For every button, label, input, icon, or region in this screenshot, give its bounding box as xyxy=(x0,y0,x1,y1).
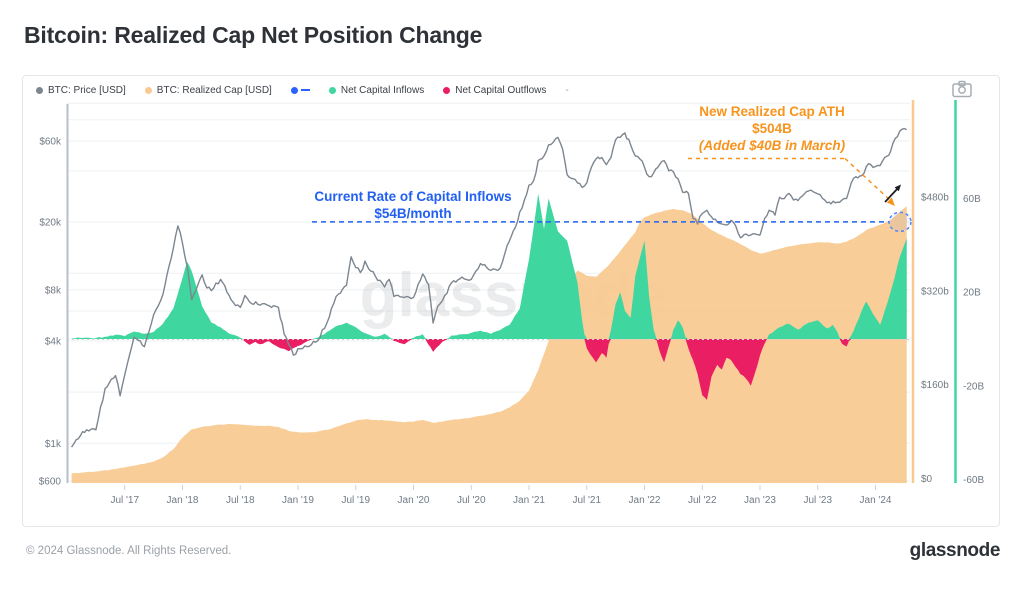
legend-item-dashed-line[interactable] xyxy=(290,86,310,94)
legend-label: BTC: Price [USD] xyxy=(48,84,126,96)
realized-cap-axis-tick-label: $480b xyxy=(921,193,949,204)
annotation-inflow-line1: Current Rate of Capital Inflows xyxy=(314,189,512,204)
ath-pointer-diagonal xyxy=(844,157,892,202)
price-trend-arrowhead xyxy=(894,184,901,192)
btc-price-line xyxy=(71,127,907,448)
legend-swatch xyxy=(144,86,152,94)
x-axis-tick-label: Jan '24 xyxy=(860,495,892,506)
x-axis-tick-label: Jan '20 xyxy=(398,495,430,506)
x-axis-tick-label: Jan '23 xyxy=(744,495,776,506)
price-axis-tick-label: $20k xyxy=(39,218,62,229)
price-axis-tick-label: $1k xyxy=(45,439,62,450)
legend-label: Net Capital Inflows xyxy=(340,84,425,96)
x-axis-tick-label: Jul '19 xyxy=(341,495,370,506)
net-position-axis-tick-label: 20B xyxy=(963,288,981,299)
net-position-axis-tick-label: 60B xyxy=(963,194,981,205)
price-axis-tick-label: $8k xyxy=(45,285,62,296)
realized-cap-endpoint-highlight-circle xyxy=(888,211,912,233)
copyright-text: © 2024 Glassnode. All Rights Reserved. xyxy=(26,545,232,557)
legend-label: - xyxy=(565,84,569,96)
legend-label: Net Capital Outflows xyxy=(455,84,547,96)
x-axis-tick-label: Jul '23 xyxy=(803,495,832,506)
x-axis-tick-label: Jan '18 xyxy=(167,495,199,506)
realized-cap-axis-tick-label: $160b xyxy=(921,380,949,391)
legend-swatch xyxy=(36,86,43,94)
price-axis-tick-label: $4k xyxy=(45,336,62,347)
annotation-ath-line2: $504B xyxy=(752,121,792,136)
footer: © 2024 Glassnode. All Rights Reserved. g… xyxy=(22,540,1002,562)
axis-ticks: $60k $20k $8k $4k $1k $600 $480b $320b $160b $0 60… xyxy=(39,137,985,507)
x-axis-tick-label: Jul '17 xyxy=(110,495,139,506)
price-axis-tick-label: $600 xyxy=(39,477,62,488)
net-capital-outflows-area xyxy=(71,339,907,400)
realized-cap-area xyxy=(71,206,907,483)
legend-label: BTC: Realized Cap [USD] xyxy=(156,84,272,96)
page-title: Bitcoin: Realized Cap Net Position Chang… xyxy=(24,22,483,48)
camera-icon xyxy=(952,80,972,98)
x-axis-tick-label: Jul '22 xyxy=(688,495,717,506)
annotation-capital-inflow-rate: Current Rate of Capital Inflows $54B/mon… xyxy=(283,188,543,222)
net-position-axis-tick-label: -60B xyxy=(963,475,984,486)
price-trend-arrow-shaft xyxy=(884,186,900,203)
annotation-ath-line1: New Realized Cap ATH xyxy=(699,104,845,119)
legend-item-btc-price-usd[interactable]: BTC: Price [USD] xyxy=(36,85,126,96)
x-axis-tick-label: Jul '20 xyxy=(457,495,486,506)
price-axis-tick-label: $60k xyxy=(39,137,62,148)
x-axis-tick-label: Jul '18 xyxy=(226,495,255,506)
legend-item-net-capital-outflows[interactable]: Net Capital Outflows xyxy=(443,85,546,96)
legend-swatch xyxy=(328,86,336,94)
x-axis-tick-label: Jul '21 xyxy=(572,495,601,506)
legend-swatch xyxy=(290,86,298,94)
legend-swatch xyxy=(443,86,451,94)
x-axis-tick-label: Jan '19 xyxy=(282,495,314,506)
annotation-ath-line3: (Added $40B in March) xyxy=(698,138,846,153)
x-axis-tick-label: Jan '22 xyxy=(629,495,661,506)
realized-cap-axis-tick-label: $320b xyxy=(921,286,949,297)
realized-cap-axis-tick-label: $0 xyxy=(921,474,933,485)
legend-item-[interactable]: - xyxy=(565,85,568,96)
ath-pointer-arrowhead xyxy=(886,197,895,206)
legend-item-btc-realized-cap-usd[interactable]: BTC: Realized Cap [USD] xyxy=(144,84,272,96)
camera-export-button[interactable] xyxy=(949,80,975,100)
x-axis-tick-label: Jan '21 xyxy=(513,495,545,506)
legend-dash-swatch xyxy=(300,89,310,91)
glassnode-wordmark: glassnode xyxy=(909,540,1001,561)
annotation-inflow-line2: $54B/month xyxy=(374,206,452,221)
legend-item-net-capital-inflows[interactable]: Net Capital Inflows xyxy=(328,84,425,96)
net-position-axis-tick-label: -20B xyxy=(963,381,984,392)
annotation-realized-cap-ath: New Realized Cap ATH $504B (Added $40B i… xyxy=(648,103,896,154)
chart-legend: BTC: Price [USD] BTC: Realized Cap [USD] N… xyxy=(36,80,569,100)
